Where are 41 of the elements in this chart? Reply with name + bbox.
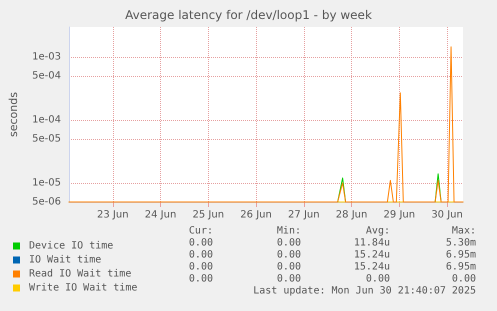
y-axis-title: seconds	[7, 92, 20, 137]
text: Min:	[276, 226, 301, 236]
y-tick-label: 5e-04	[32, 70, 61, 82]
text: 6.95m	[446, 250, 476, 260]
text: 15.24u	[354, 250, 390, 260]
x-tick-label: 25 Jun	[192, 210, 224, 220]
text: 5.30m	[446, 238, 476, 248]
x-tick-label: 29 Jun	[384, 210, 416, 220]
y-tick-label: 1e-03	[32, 52, 61, 63]
text: 0.00	[366, 274, 390, 284]
y-tick-label: 1e-04	[32, 114, 61, 126]
chart-title: Average latency for /dev/loop1 - by week	[125, 8, 372, 22]
x-tick-label: 26 Jun	[240, 210, 272, 220]
y-tick-label: 5e-06	[32, 196, 61, 208]
text: 0.00	[276, 238, 301, 248]
x-tick-label: 24 Jun	[144, 210, 176, 220]
text: 11.84u	[354, 238, 390, 248]
text: 0.00	[276, 262, 301, 272]
legend-label: Read IO Wait time	[29, 268, 132, 280]
x-tick-label: 27 Jun	[288, 210, 320, 220]
text: Avg:	[366, 226, 390, 236]
text: 0.00	[188, 250, 213, 260]
legend-label: IO Wait time	[29, 254, 102, 266]
x-tick-label: 23 Jun	[97, 210, 129, 220]
text: 0.00	[188, 238, 213, 248]
text: Last update: Mon Jun 30 21:40:07 2025	[253, 286, 476, 296]
x-tick-label: 28 Jun	[336, 210, 368, 220]
text: 15.24u	[354, 262, 390, 272]
text: 0.00	[188, 262, 213, 272]
text: 0.00	[188, 274, 213, 284]
text: 6.95m	[446, 262, 476, 272]
legend-label: Write IO Wait time	[29, 282, 138, 294]
legend-label: Device IO time	[29, 240, 114, 252]
text: Max:	[452, 226, 476, 236]
text: 0.00	[276, 250, 301, 260]
x-tick-label: 30 Jun	[431, 210, 463, 220]
y-tick-label: 5e-05	[32, 134, 61, 145]
text: 0.00	[452, 274, 476, 284]
text: 0.00	[276, 274, 301, 284]
y-tick-label: 1e-05	[32, 178, 61, 189]
text: Cur:	[188, 226, 213, 236]
